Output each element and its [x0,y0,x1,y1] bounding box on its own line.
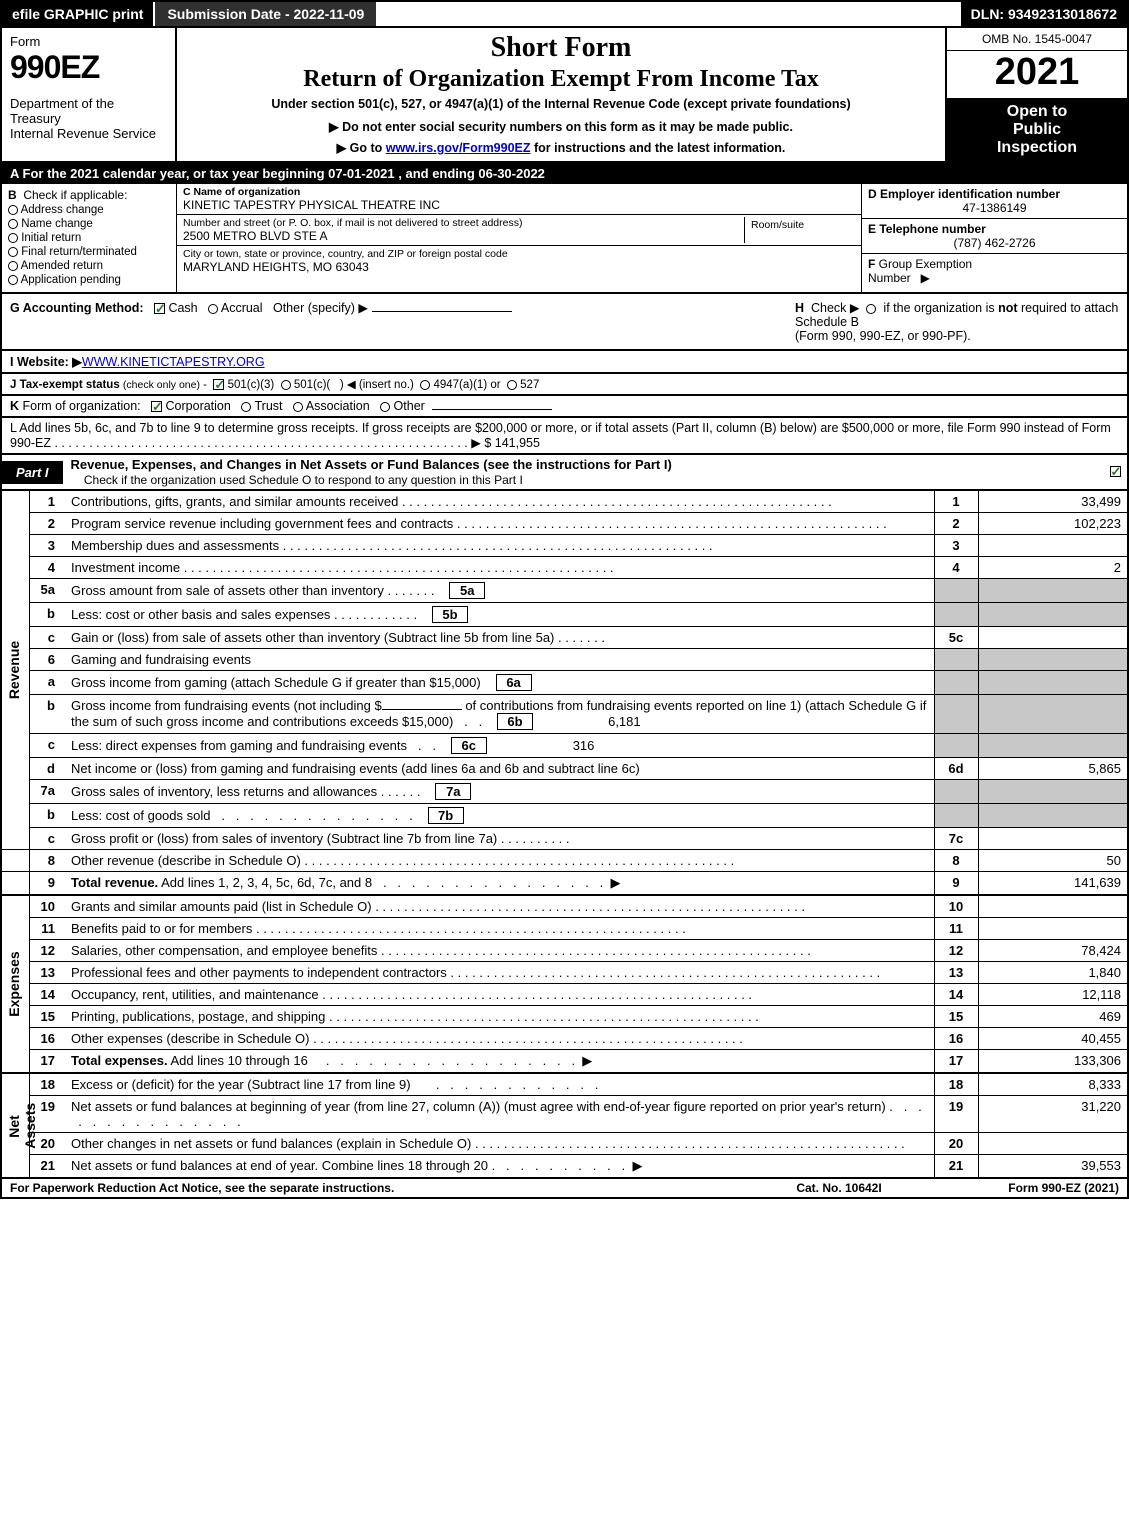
col-def: D Employer identification number 47-1386… [862,184,1127,292]
form-number: 990EZ [10,49,167,86]
line-16-value: 40,455 [978,1028,1128,1050]
checkbox-application-pending[interactable]: Application pending [8,274,170,286]
expenses-side-label: Expenses [6,951,22,1016]
part-1-tab: Part I [2,461,63,484]
dept-treasury: Department of the Treasury [10,96,167,126]
expenses-table: Expenses 10Grants and similar amounts pa… [0,896,1129,1074]
form-label: Form [10,34,167,49]
dln-number: DLN: 93492313018672 [961,2,1127,26]
line-14-value: 12,118 [978,984,1128,1006]
ein: 47-1386149 [868,201,1121,215]
cat-no: Cat. No. 10642I [739,1181,939,1195]
line-3-value [978,535,1128,557]
form-ref: Form 990-EZ (2021) [939,1181,1119,1195]
irs-label: Internal Revenue Service [10,126,167,141]
row-k-form-org: K Form of organization: Corporation Trus… [0,396,1129,418]
line-19-value: 31,220 [978,1096,1128,1133]
row-l-gross-receipts: L Add lines 5b, 6c, and 7b to line 9 to … [0,418,1129,455]
page-footer: For Paperwork Reduction Act Notice, see … [0,1179,1129,1199]
telephone: (787) 462-2726 [868,236,1121,250]
line-21-value: 39,553 [978,1155,1128,1179]
col-b-checkboxes: B Check if applicable: Address change Na… [2,184,177,292]
row-j-tax-exempt: J Tax-exempt status (check only one) - 5… [0,374,1129,396]
revenue-table: Revenue 1Contributions, gifts, grants, a… [0,491,1129,896]
checkbox-address-change[interactable]: Address change [8,204,170,216]
part-1-header: Part I Revenue, Expenses, and Changes in… [0,455,1129,491]
row-a-tax-year: A For the 2021 calendar year, or tax yea… [0,163,1129,184]
org-name: KINETIC TAPESTRY PHYSICAL THEATRE INC [183,198,855,212]
section-bcdef: B Check if applicable: Address change Na… [0,184,1129,294]
street-address: 2500 METRO BLVD STE A [183,229,744,243]
form-subtitle-1: Under section 501(c), 527, or 4947(a)(1)… [187,97,935,111]
line-13-value: 1,840 [978,962,1128,984]
checkbox-cash[interactable] [154,303,165,314]
line-4-value: 2 [978,557,1128,579]
city-state-zip: MARYLAND HEIGHTS, MO 63043 [183,260,855,274]
tax-year: 2021 [947,51,1127,99]
line-6c-value: 316 [494,738,594,753]
open-to-public: Open to Public Inspection [947,99,1127,161]
checkbox-schedule-o[interactable] [1110,466,1121,477]
checkbox-h[interactable] [866,304,876,314]
line-12-value: 78,424 [978,940,1128,962]
line-8-value: 50 [978,850,1128,872]
line-6b-value: 6,181 [541,714,641,729]
row-gh: G Accounting Method: Cash Accrual Other … [0,294,1129,351]
top-bar: efile GRAPHIC print Submission Date - 20… [0,0,1129,28]
line-6d-value: 5,865 [978,758,1128,780]
schedule-b-check: H Check ▶ if the organization is not req… [787,294,1127,349]
irs-link[interactable]: www.irs.gov/Form990EZ [386,141,531,155]
checkbox-accrual[interactable] [208,304,218,314]
checkbox-amended-return[interactable]: Amended return [8,260,170,272]
accounting-method: G Accounting Method: Cash Accrual Other … [2,294,787,349]
omb-number: OMB No. 1545-0047 [947,28,1127,51]
form-subtitle-2: ▶ Do not enter social security numbers o… [187,119,935,134]
checkbox-corporation[interactable] [151,401,162,412]
website-link[interactable]: WWW.KINETICTAPESTRY.ORG [82,355,265,369]
gross-receipts-value: $ 141,955 [484,436,540,450]
line-17-total-expenses: 133,306 [978,1050,1128,1074]
col-c-name-address: C Name of organization KINETIC TAPESTRY … [177,184,862,292]
line-18-value: 8,333 [978,1074,1128,1096]
submission-date: Submission Date - 2022-11-09 [155,2,376,26]
checkbox-name-change[interactable]: Name change [8,218,170,230]
line-9-total-revenue: 141,639 [978,872,1128,896]
checkbox-final-return[interactable]: Final return/terminated [8,246,170,258]
paperwork-notice: For Paperwork Reduction Act Notice, see … [10,1181,739,1195]
form-subtitle-3: ▶ Go to www.irs.gov/Form990EZ for instru… [187,140,935,155]
form-title-1: Short Form [187,32,935,64]
checkbox-501c3[interactable] [213,379,224,390]
row-i-website: I Website: ▶WWW.KINETICTAPESTRY.ORG [0,351,1129,374]
revenue-side-label: Revenue [6,641,22,699]
form-title-2: Return of Organization Exempt From Incom… [187,66,935,93]
net-assets-table: Net Assets 18Excess or (deficit) for the… [0,1074,1129,1179]
checkbox-initial-return[interactable]: Initial return [8,232,170,244]
efile-print-button[interactable]: efile GRAPHIC print [2,2,155,26]
form-header: Form 990EZ Department of the Treasury In… [0,28,1129,163]
line-15-value: 469 [978,1006,1128,1028]
line-1-value: 33,499 [978,491,1128,513]
line-2-value: 102,223 [978,513,1128,535]
net-assets-side-label: Net Assets [6,1100,38,1152]
